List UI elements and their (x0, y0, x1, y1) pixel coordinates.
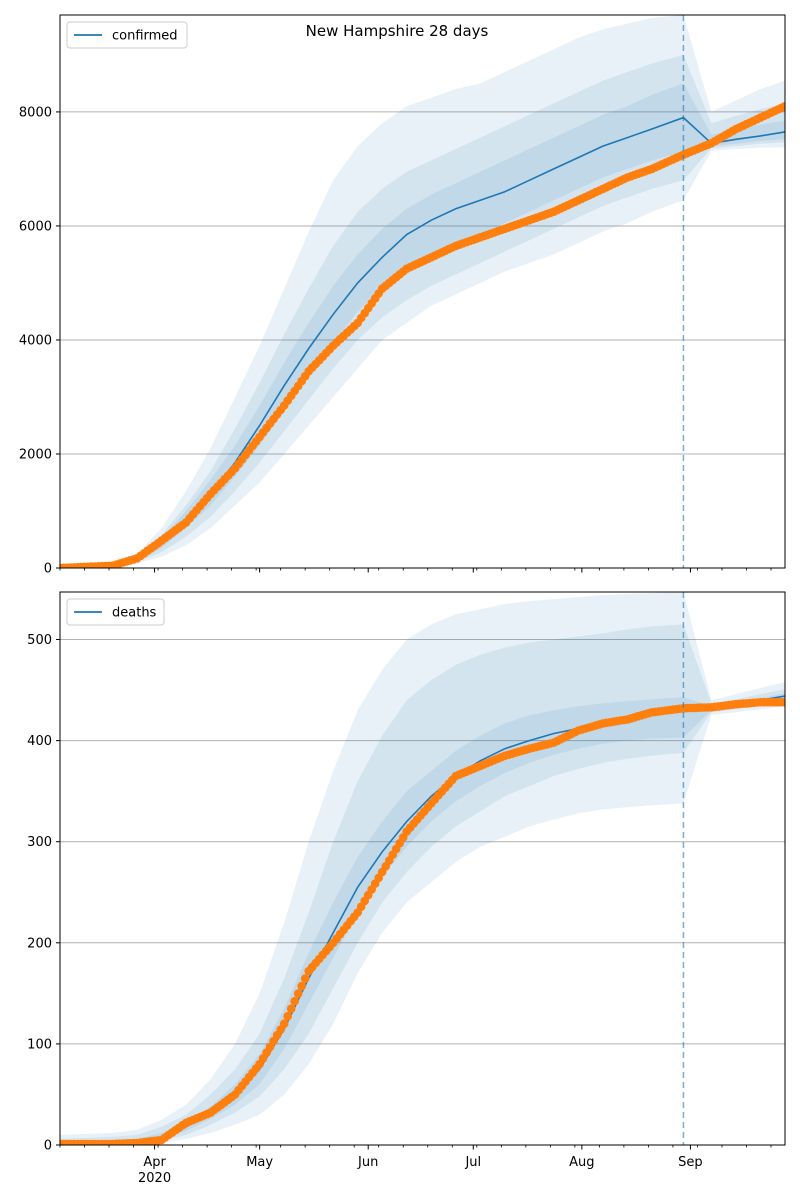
y-tick-label: 0 (44, 562, 52, 577)
uncertainty-band (60, 54, 785, 568)
observed-point (283, 1011, 293, 1021)
y-tick-label: 6000 (19, 219, 52, 234)
y-tick-label: 200 (27, 936, 52, 951)
axes-frame (59, 14, 786, 569)
legend-label: confirmed (112, 29, 178, 44)
uncertainty-band (60, 592, 785, 1145)
y-tick-label: 8000 (19, 105, 52, 120)
x-tick-label: Jul (464, 1155, 481, 1170)
legend-box (66, 598, 165, 626)
plot-area (60, 15, 785, 568)
x-tick-label: Apr 2020 (138, 1155, 171, 1186)
observed-point (780, 101, 785, 111)
observed-point (279, 1019, 289, 1028)
uncertainty-band (60, 693, 785, 1145)
uncertainty-band (60, 15, 785, 568)
y-tick-label: 4000 (19, 333, 52, 348)
observed-point (293, 989, 303, 998)
x-tick-label-line: Apr (143, 1155, 166, 1170)
axes-frame (59, 591, 786, 1146)
x-tick-label: Aug (569, 1155, 594, 1170)
y-tick-label: 500 (27, 633, 52, 648)
x-tick-label-line: Jun (357, 1155, 378, 1170)
y-tick-label: 400 (27, 734, 52, 749)
x-tick-label-line: 2020 (138, 1171, 171, 1186)
x-tick-label: May (246, 1155, 273, 1170)
uncertainty-band (60, 83, 785, 568)
legend: deaths (66, 598, 165, 626)
legend: confirmed (66, 21, 188, 49)
observed-point (290, 996, 300, 1006)
y-tick-label: 300 (27, 835, 52, 850)
plot-area (60, 592, 785, 1145)
x-tick-label: Sep (678, 1155, 703, 1170)
observed-point (286, 1004, 296, 1013)
x-tick-label: Jun (357, 1155, 378, 1170)
legend-label: deaths (112, 606, 157, 621)
x-tick-label-line: Jul (464, 1155, 481, 1170)
panel-1-confirmed: 0 2000 4000 6000 8000 confirmed (19, 14, 786, 577)
x-tick-label-line: Sep (678, 1155, 703, 1170)
observed-point (297, 981, 307, 991)
x-tick-label-line: Aug (569, 1155, 594, 1170)
legend-box (66, 21, 188, 49)
y-tick-label: 0 (44, 1139, 52, 1154)
panel-2-deaths: 0 100 200 300 400 500 Apr 2020 May Jun Jul Aug Sep de… (27, 591, 786, 1186)
y-tick-label: 100 (27, 1037, 52, 1052)
observed-point (300, 974, 310, 983)
observed-point (780, 697, 785, 707)
chart-title: New Hampshire 28 days (306, 22, 489, 40)
y-tick-label: 2000 (19, 447, 52, 462)
uncertainty-band (60, 624, 785, 1145)
x-tick-label-line: May (246, 1155, 273, 1170)
